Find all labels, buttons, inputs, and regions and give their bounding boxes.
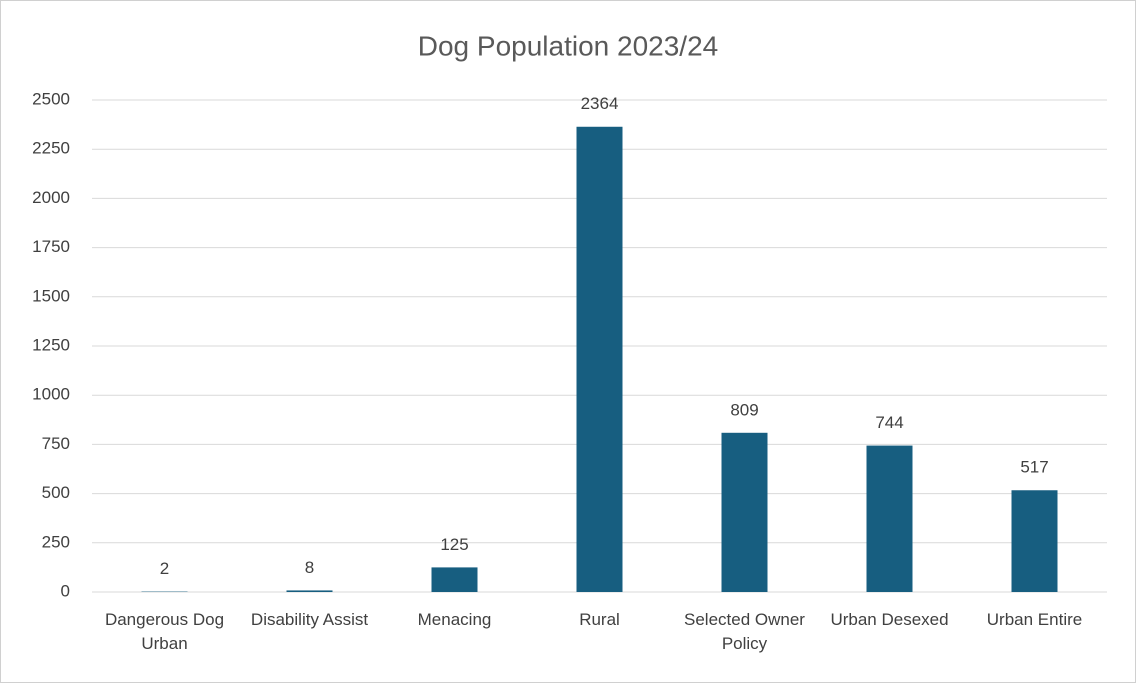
y-tick-label: 250: [42, 532, 70, 551]
y-tick-label: 1750: [32, 237, 70, 256]
y-tick-label: 0: [61, 581, 70, 600]
bar: [866, 445, 913, 592]
data-label: 744: [875, 413, 903, 432]
data-label: 125: [440, 535, 468, 554]
x-tick-label: Urban Desexed: [830, 610, 949, 629]
data-label: 809: [730, 400, 758, 419]
y-tick-label: 1000: [32, 385, 70, 404]
x-tick-label: Selected Owner Policy: [684, 610, 805, 653]
chart-title: Dog Population 2023/24: [418, 30, 718, 61]
y-tick-label: 750: [42, 434, 70, 453]
y-tick-label: 1500: [32, 286, 70, 305]
y-tick-label: 1250: [32, 335, 70, 354]
y-tick-label: 2000: [32, 188, 70, 207]
y-tick-label: 500: [42, 483, 70, 502]
data-label: 2364: [581, 94, 619, 113]
data-label: 517: [1020, 458, 1048, 477]
x-tick-label: Disability Assist: [250, 610, 369, 629]
bar: [1011, 490, 1058, 592]
y-tick-label: 2500: [32, 89, 70, 108]
x-tick-label: Urban Entire: [986, 610, 1083, 629]
x-tick-label: Rural: [579, 610, 620, 629]
x-tick-label: Menacing: [417, 610, 492, 629]
y-tick-label: 2250: [32, 139, 70, 158]
bar: [431, 567, 478, 592]
bar: [576, 126, 623, 592]
bar: [286, 590, 333, 592]
x-tick-label: Dangerous Dog Urban: [104, 610, 225, 653]
data-label: 8: [305, 558, 314, 577]
bar: [721, 432, 768, 592]
data-label: 2: [160, 559, 169, 578]
